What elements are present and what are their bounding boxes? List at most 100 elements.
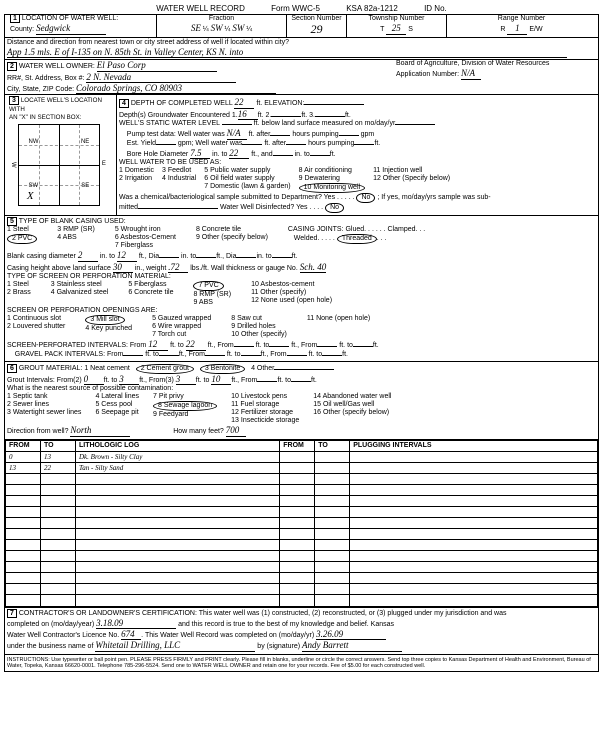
o11: 11 None (open hole) <box>307 315 370 322</box>
g1: 1 Neat cement <box>84 365 130 372</box>
o9: 9 Drilled holes <box>231 323 275 330</box>
static-val <box>222 124 252 125</box>
to1: ft. to <box>170 342 184 349</box>
sec4-num: 4 <box>119 99 129 108</box>
r0pf <box>280 451 315 462</box>
th-from: FROM <box>6 440 41 451</box>
gf3 <box>287 355 307 356</box>
joints: CASING JOINTS: Glued. . . . . . Clamped.… <box>288 226 425 233</box>
lbs: lbs./ft. Wall thickness or gauge No. <box>190 265 298 272</box>
pf2 <box>234 346 254 347</box>
cc8: 8 Sewage lagoon <box>153 401 217 411</box>
s3: 3 Stainless steel <box>51 281 102 288</box>
est-label: Est. Yield <box>127 140 156 147</box>
s4: 4 Galvanized steel <box>51 289 109 296</box>
frac3: SW <box>232 23 244 33</box>
r1f: 13 <box>6 462 41 473</box>
static-date <box>395 124 435 125</box>
section: 29 <box>311 22 323 36</box>
cc15: 15 Oil well/Gas well <box>313 401 374 408</box>
c3: 3 RMP (SR) <box>57 226 95 233</box>
u7: 7 Domestic (lawn & garden) <box>204 183 290 190</box>
se: SE <box>81 183 89 190</box>
ftdia: ft., Dia <box>139 253 159 260</box>
ht-label: Casing height above land surface <box>7 265 111 272</box>
fraction-label: Fraction <box>209 15 234 22</box>
r1l: Tan - Silty Sand <box>76 462 280 473</box>
footer: INSTRUCTIONS: Use typewriter or ball poi… <box>5 654 598 671</box>
c5: 5 Wrought iron <box>115 226 161 233</box>
gw2 <box>271 116 301 117</box>
th-plug: PLUGGING INTERVALS <box>350 440 598 451</box>
u3: 3 Feedlot <box>162 167 191 174</box>
form-body: 1 LOCATION OF WATER WELL: County: Sedgwi… <box>4 14 599 672</box>
u4: 4 Industrial <box>162 175 196 182</box>
dia6 <box>272 257 292 258</box>
appno-label: Application Number: <box>396 71 459 78</box>
sec3-num: 3 <box>9 96 19 105</box>
th-to: TO <box>41 440 76 451</box>
ff1: ft., From <box>208 342 234 349</box>
o4: 4 Key punched <box>85 325 132 332</box>
c4: 4 ABS <box>57 234 76 241</box>
chem: Was a chemical/bacteriological sample su… <box>119 194 335 201</box>
o2: 2 Louvered shutter <box>7 323 65 330</box>
bore2: 22 <box>229 148 249 159</box>
dir-label: Direction from well? <box>7 428 68 435</box>
ff2: ft., From <box>291 342 317 349</box>
gi1a: 0 <box>84 374 104 385</box>
cc10: 10 Livestock pens <box>231 393 287 400</box>
appno: N/A <box>461 68 481 79</box>
gi2a: 3 <box>176 374 196 385</box>
table-row <box>6 540 598 551</box>
aft2v <box>286 144 306 145</box>
box-label: AN "X" IN SECTION BOX: <box>9 114 81 121</box>
feet: 700 <box>226 425 246 436</box>
r0pt <box>315 451 350 462</box>
grout-label: GROUT MATERIAL: <box>19 365 83 372</box>
est-v <box>156 144 176 145</box>
table-row <box>6 529 598 540</box>
dia-label: Blank casing diameter <box>7 253 76 260</box>
ft: ft. <box>256 100 262 107</box>
owner-name: El Paso Corp <box>97 60 217 71</box>
city: Colorado Springs, CO 80903 <box>76 83 276 94</box>
table-row <box>6 485 598 496</box>
c9: 9 Other (specify below) <box>196 234 268 241</box>
hrs2: hours pumping <box>308 140 354 147</box>
th-from2: FROM <box>280 440 315 451</box>
gauge: Sch. 40 <box>300 262 327 273</box>
mitted: mitted <box>119 204 138 211</box>
ht: 30 <box>113 262 133 273</box>
aft2: ft. after <box>264 140 286 147</box>
gw1: 16 <box>238 109 258 120</box>
township: 25 <box>386 23 406 34</box>
gi3b <box>291 381 311 382</box>
gi1b: 3 <box>119 374 139 385</box>
t: T <box>380 26 384 33</box>
county: Sedgwick <box>36 23 106 34</box>
g4v <box>274 369 334 370</box>
w: W <box>9 162 16 168</box>
cc4: 4 Lateral lines <box>95 393 139 400</box>
pt1: 22 <box>186 339 206 350</box>
range-label: Range Number <box>498 15 545 22</box>
r0f: 0 <box>6 451 41 462</box>
ftand: ft., and <box>251 151 272 158</box>
o5: 5 Gauzed wrapped <box>152 315 211 322</box>
pf3 <box>317 346 337 347</box>
table-row <box>6 551 598 562</box>
form-header: WATER WELL RECORD Form WWC-5 KSA 82a-121… <box>4 4 599 13</box>
gpm2: gpm; Well water was <box>178 140 242 147</box>
cc12: 12 Fertilizer storage <box>231 409 293 416</box>
sec7-num: 7 <box>7 609 17 618</box>
gi2b: 10 <box>211 374 231 385</box>
distance: App 1.5 mls. E of I-135 on N. 85th St. i… <box>7 47 567 58</box>
hrs1: hours pumping <box>292 131 338 138</box>
g2: 2 Cement grout <box>136 364 194 374</box>
o1: 1 Continuous slot <box>7 315 61 322</box>
gpm2v <box>242 144 262 145</box>
dir: North <box>70 425 130 436</box>
chem2: ; If yes, mo/day/yrs sample was sub- <box>377 194 490 201</box>
cert-date1: 3.18.09 <box>96 618 176 629</box>
